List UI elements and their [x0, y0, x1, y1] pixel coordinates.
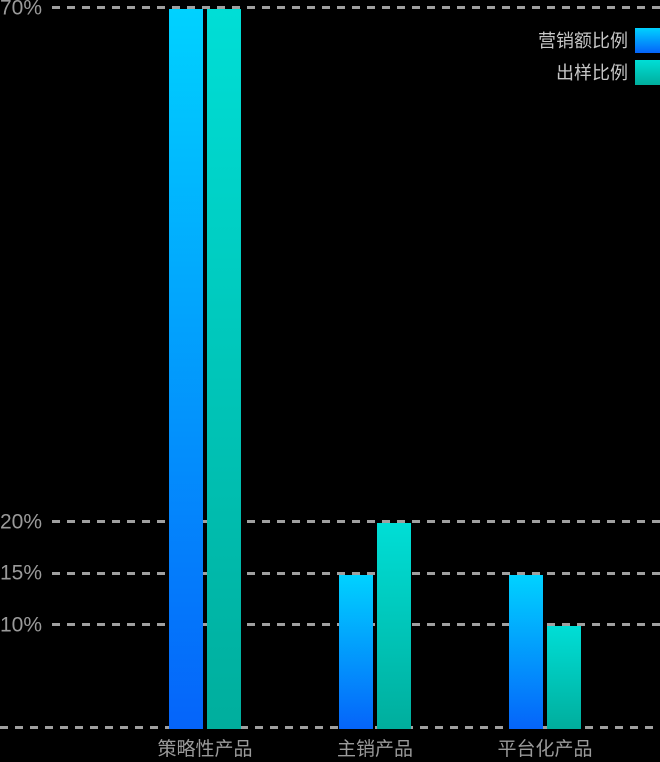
legend-item-sales-ratio[interactable]: 营销额比例 — [538, 28, 660, 53]
gridline-15pct — [52, 571, 660, 575]
bar-出样比例-主销产品[interactable] — [377, 523, 411, 729]
y-axis-label-15pct: 15% — [0, 561, 43, 585]
bar-营销额比例-平台化产品[interactable] — [509, 574, 543, 729]
y-axis-label-10pct: 10% — [0, 613, 43, 637]
bar-营销额比例-策略性产品[interactable] — [169, 9, 203, 729]
legend-item-display-ratio[interactable]: 出样比例 — [556, 60, 660, 85]
bar-出样比例-平台化产品[interactable] — [547, 626, 581, 729]
bar-营销额比例-主销产品[interactable] — [339, 574, 373, 729]
legend: 营销额比例 出样比例 — [538, 28, 660, 85]
y-axis-label-70pct: 70% — [0, 0, 43, 19]
gridline-70pct — [52, 6, 660, 9]
legend-label-display-ratio: 出样比例 — [556, 62, 628, 83]
x-axis-baseline — [0, 726, 660, 729]
gridline-20pct — [52, 520, 660, 524]
x-axis-label-主销产品: 主销产品 — [336, 739, 414, 760]
legend-swatch-blue — [635, 28, 660, 53]
legend-label-sales-ratio: 营销额比例 — [538, 30, 628, 51]
y-axis-label-20pct: 20% — [0, 510, 43, 534]
x-axis-label-策略性产品: 策略性产品 — [157, 739, 253, 760]
x-axis-label-平台化产品: 平台化产品 — [497, 739, 593, 760]
bar-出样比例-策略性产品[interactable] — [207, 9, 241, 729]
legend-swatch-teal — [635, 60, 660, 85]
